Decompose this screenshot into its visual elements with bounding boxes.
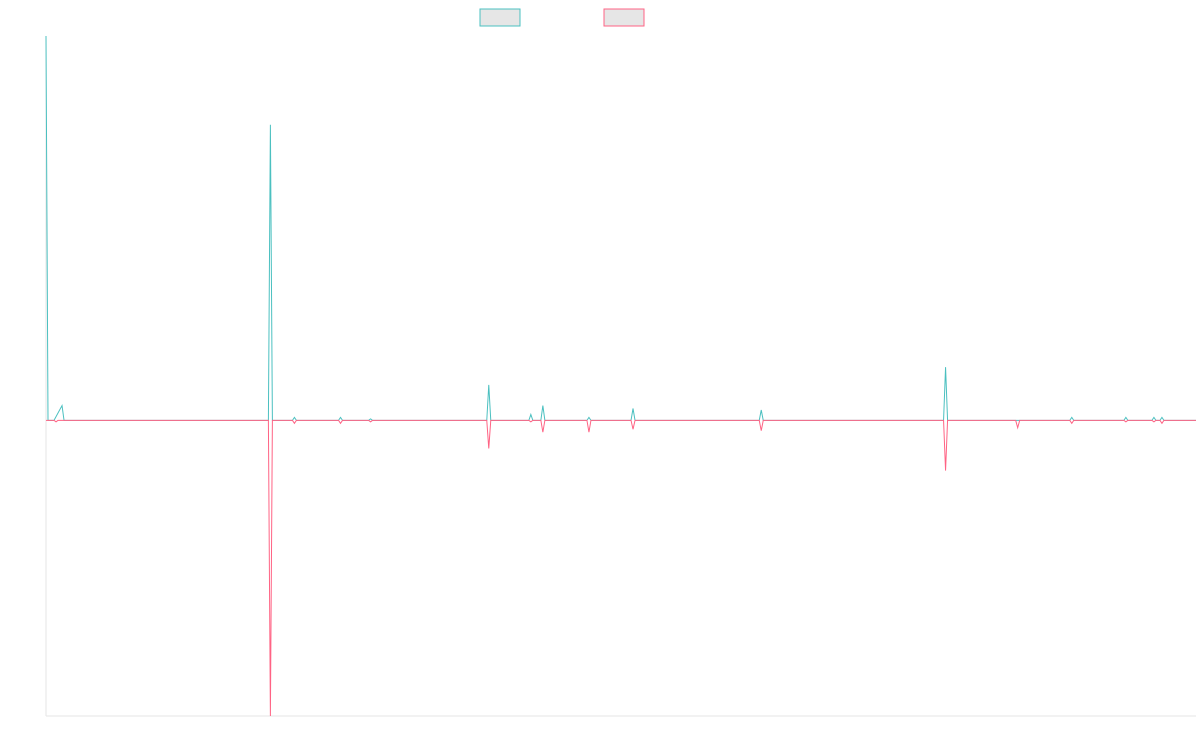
legend-swatch-series-2[interactable] bbox=[603, 8, 645, 27]
plot-area bbox=[45, 35, 1196, 717]
series-line-1 bbox=[45, 35, 1196, 421]
series-line-2 bbox=[46, 419, 1196, 717]
legend bbox=[479, 8, 645, 27]
axes bbox=[45, 36, 1196, 717]
legend-swatch-series-1[interactable] bbox=[479, 8, 521, 27]
